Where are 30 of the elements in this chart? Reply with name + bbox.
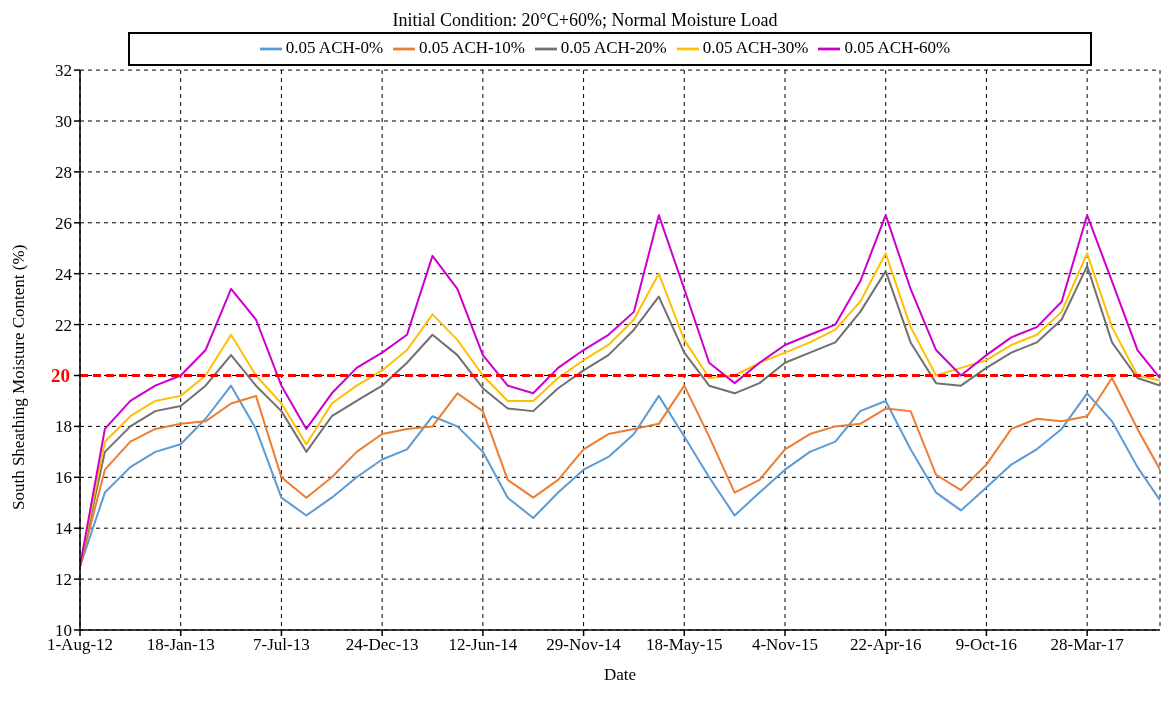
y-axis-title: South Sheathing Moisture Content (%)	[9, 244, 29, 511]
y-tick-label: 32	[55, 61, 72, 81]
x-tick-label: 4-Nov-15	[751, 635, 819, 655]
x-tick-label: 28-Mar-17	[1050, 635, 1125, 655]
y-tick-label: 16	[55, 468, 72, 488]
legend-label: 0.05 ACH-0%	[285, 38, 384, 57]
x-tick-label: 24-Dec-13	[345, 635, 419, 655]
x-tick-label: 29-Nov-14	[546, 635, 622, 655]
x-tick-label: 9-Oct-16	[955, 635, 1018, 655]
y-tick-label: 22	[55, 315, 72, 335]
legend-label: 0.05 ACH-20%	[560, 38, 667, 57]
y-tick-label: 12	[55, 570, 72, 590]
x-tick-label: 18-Jan-13	[146, 635, 215, 655]
legend-label: 0.05 ACH-30%	[702, 38, 809, 57]
y-tick-label: 14	[55, 519, 73, 539]
x-tick-label: 7-Jul-13	[253, 635, 310, 655]
legend-label: 0.05 ACH-10%	[419, 38, 525, 57]
x-tick-label: 1-Aug-12	[46, 635, 114, 655]
x-tick-label: 12-Jun-14	[448, 635, 518, 655]
y-tick-label: 18	[55, 417, 72, 437]
x-tick-label: 18-May-15	[646, 635, 723, 655]
x-tick-label: 22-Apr-16	[849, 635, 922, 655]
y-tick-label: 24	[55, 264, 73, 284]
legend-label: 0.05 ACH-60%	[844, 38, 951, 57]
x-axis-title: Date	[603, 665, 637, 684]
y-tick-label: 28	[55, 162, 72, 182]
chart-title: Initial Condition: 20°C+60%; Normal Moisture Load	[391, 9, 779, 32]
ref-line-label: 20	[51, 365, 70, 387]
y-tick-label: 26	[55, 213, 72, 233]
y-tick-label: 30	[55, 112, 72, 132]
